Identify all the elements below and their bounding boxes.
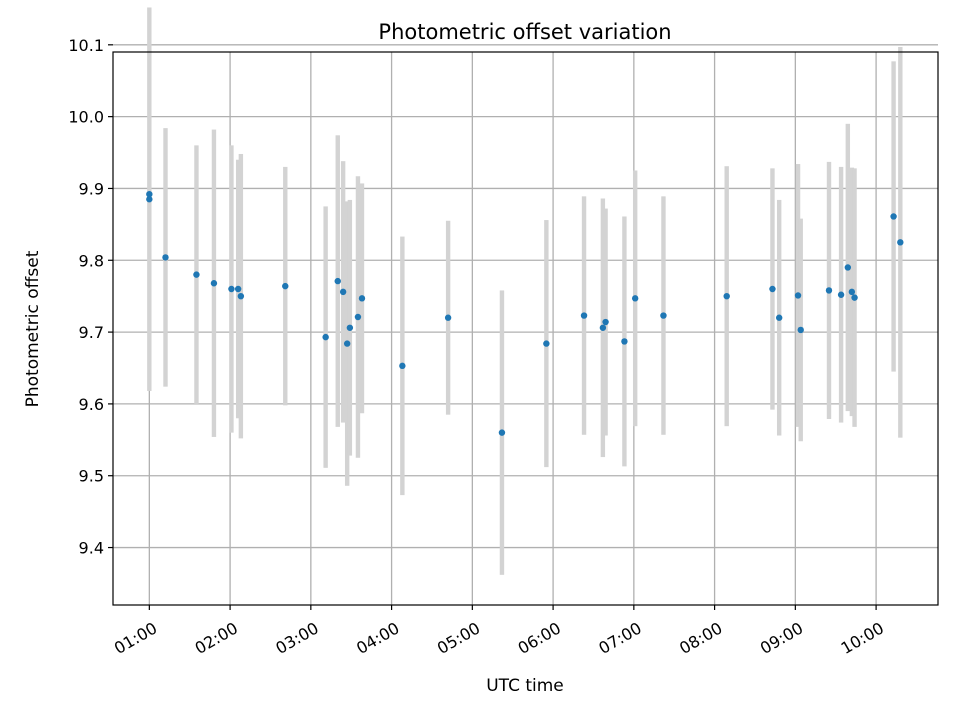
data-point xyxy=(543,340,550,347)
plot-frame xyxy=(112,51,939,606)
y-axis-label: Photometric offset xyxy=(23,250,43,407)
data-point xyxy=(282,282,289,290)
x-tick-label: 08:00 xyxy=(676,618,725,658)
error-bars xyxy=(147,7,903,575)
y-tick-label: 10.1 xyxy=(68,36,104,55)
x-tick-label: 02:00 xyxy=(192,618,241,658)
data-point xyxy=(660,312,667,319)
data-point xyxy=(723,292,730,300)
data-point xyxy=(146,196,153,203)
data-point xyxy=(769,285,776,293)
data-point xyxy=(322,333,329,341)
y-tick-label: 9.8 xyxy=(79,251,104,270)
data-point xyxy=(343,340,351,347)
x-axis-label: UTC time xyxy=(486,676,564,696)
data-point xyxy=(621,338,628,345)
data-point xyxy=(193,271,200,278)
data-point xyxy=(599,324,607,331)
data-point xyxy=(346,324,354,331)
data-point xyxy=(794,292,802,299)
x-tick-label: 07:00 xyxy=(595,618,644,658)
data-point xyxy=(602,318,609,326)
data-point xyxy=(399,362,406,370)
data-point xyxy=(234,285,242,293)
data-point xyxy=(775,314,783,321)
x-tick-label: 10:00 xyxy=(838,618,887,658)
x-tick-label: 01:00 xyxy=(111,618,160,658)
data-point xyxy=(797,326,804,334)
data-point xyxy=(825,287,833,294)
data-point xyxy=(339,288,347,296)
data-point xyxy=(498,429,506,436)
data-point xyxy=(162,254,169,261)
y-tick-label: 9.4 xyxy=(79,539,104,558)
data-point xyxy=(844,264,852,271)
y-tick-label: 9.9 xyxy=(79,179,104,198)
data-point xyxy=(210,280,218,287)
data-point xyxy=(851,294,858,301)
x-axis-ticks: 01:00 02:00 03:00 04:00 05:00 06:00 07:00 08:00… xyxy=(111,605,887,658)
data-point xyxy=(897,239,904,246)
data-point xyxy=(334,277,341,285)
y-tick-label: 10.0 xyxy=(68,108,104,127)
data-point xyxy=(444,314,452,321)
data-point xyxy=(354,313,362,321)
chart-title: Photometric offset variation xyxy=(378,20,671,44)
x-tick-label: 06:00 xyxy=(515,618,564,658)
x-tick-label: 04:00 xyxy=(353,618,402,658)
x-tick-label: 03:00 xyxy=(272,618,321,658)
x-tick-label: 05:00 xyxy=(434,618,483,658)
data-point xyxy=(631,295,639,302)
data-point xyxy=(848,288,856,296)
data-point xyxy=(237,292,245,300)
data-point xyxy=(146,191,153,198)
data-point xyxy=(890,213,897,220)
data-point xyxy=(837,291,845,298)
y-tick-label: 9.7 xyxy=(79,323,104,342)
data-point xyxy=(580,312,588,319)
data-point xyxy=(358,295,366,302)
y-axis-ticks: 9.4 9.5 9.6 9.7 9.8 9.9 10.0 10.1 xyxy=(68,36,113,558)
x-tick-label: 09:00 xyxy=(757,618,806,658)
data-points xyxy=(146,191,904,436)
y-tick-label: 9.5 xyxy=(79,467,104,486)
data-point xyxy=(228,285,235,293)
y-tick-label: 9.6 xyxy=(79,395,104,414)
